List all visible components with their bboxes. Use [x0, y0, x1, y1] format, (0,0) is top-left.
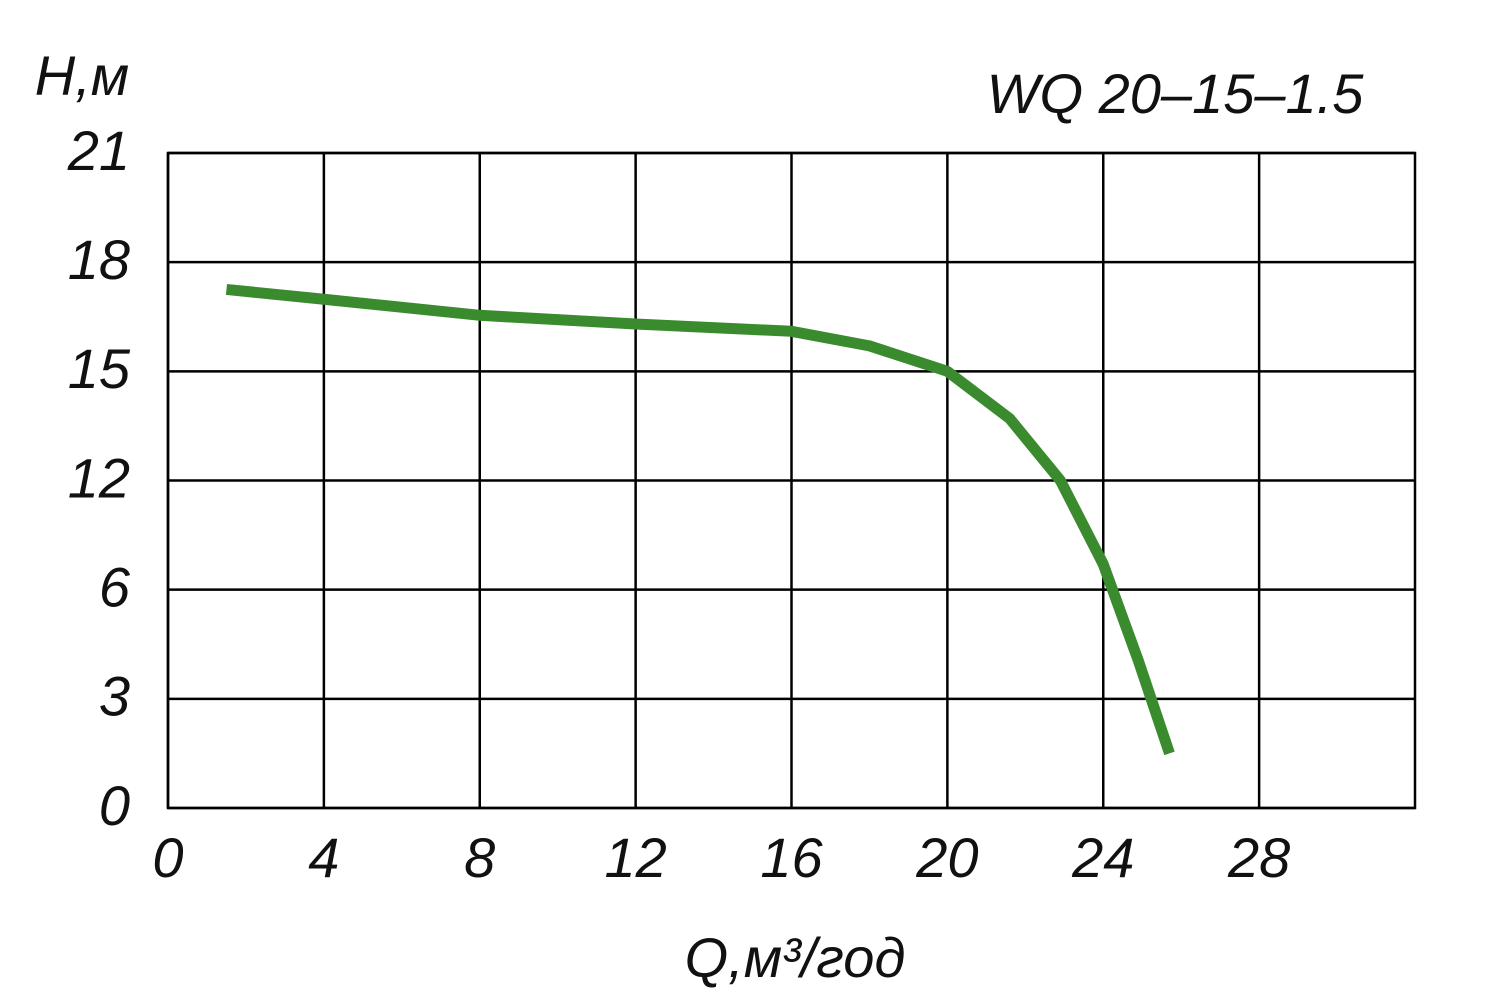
x-tick-label: 28: [1227, 826, 1290, 889]
x-tick-label: 0: [152, 826, 183, 889]
y-tick-label: 6: [99, 555, 131, 618]
y-tick-label: 18: [68, 228, 130, 291]
chart-title: WQ 20–15–1.5: [987, 62, 1365, 125]
y-tick-label: 21: [67, 119, 130, 182]
x-tick-label: 20: [915, 826, 978, 889]
x-tick-label: 8: [464, 826, 495, 889]
y-tick-label: 3: [99, 665, 130, 728]
x-axis-label: Q,м³/год: [685, 926, 906, 989]
y-tick-label: 15: [68, 337, 131, 400]
x-tick-label: 16: [760, 826, 823, 889]
y-axis-label: H,м: [35, 44, 129, 107]
y-tick-label: 12: [68, 446, 130, 509]
x-tick-label: 24: [1071, 826, 1134, 889]
x-tick-label: 4: [308, 826, 339, 889]
curve: [225, 283, 1175, 756]
plot-frame: [166, 151, 1417, 810]
y-tick-label: 0: [99, 774, 130, 837]
x-tick-label: 12: [604, 826, 666, 889]
